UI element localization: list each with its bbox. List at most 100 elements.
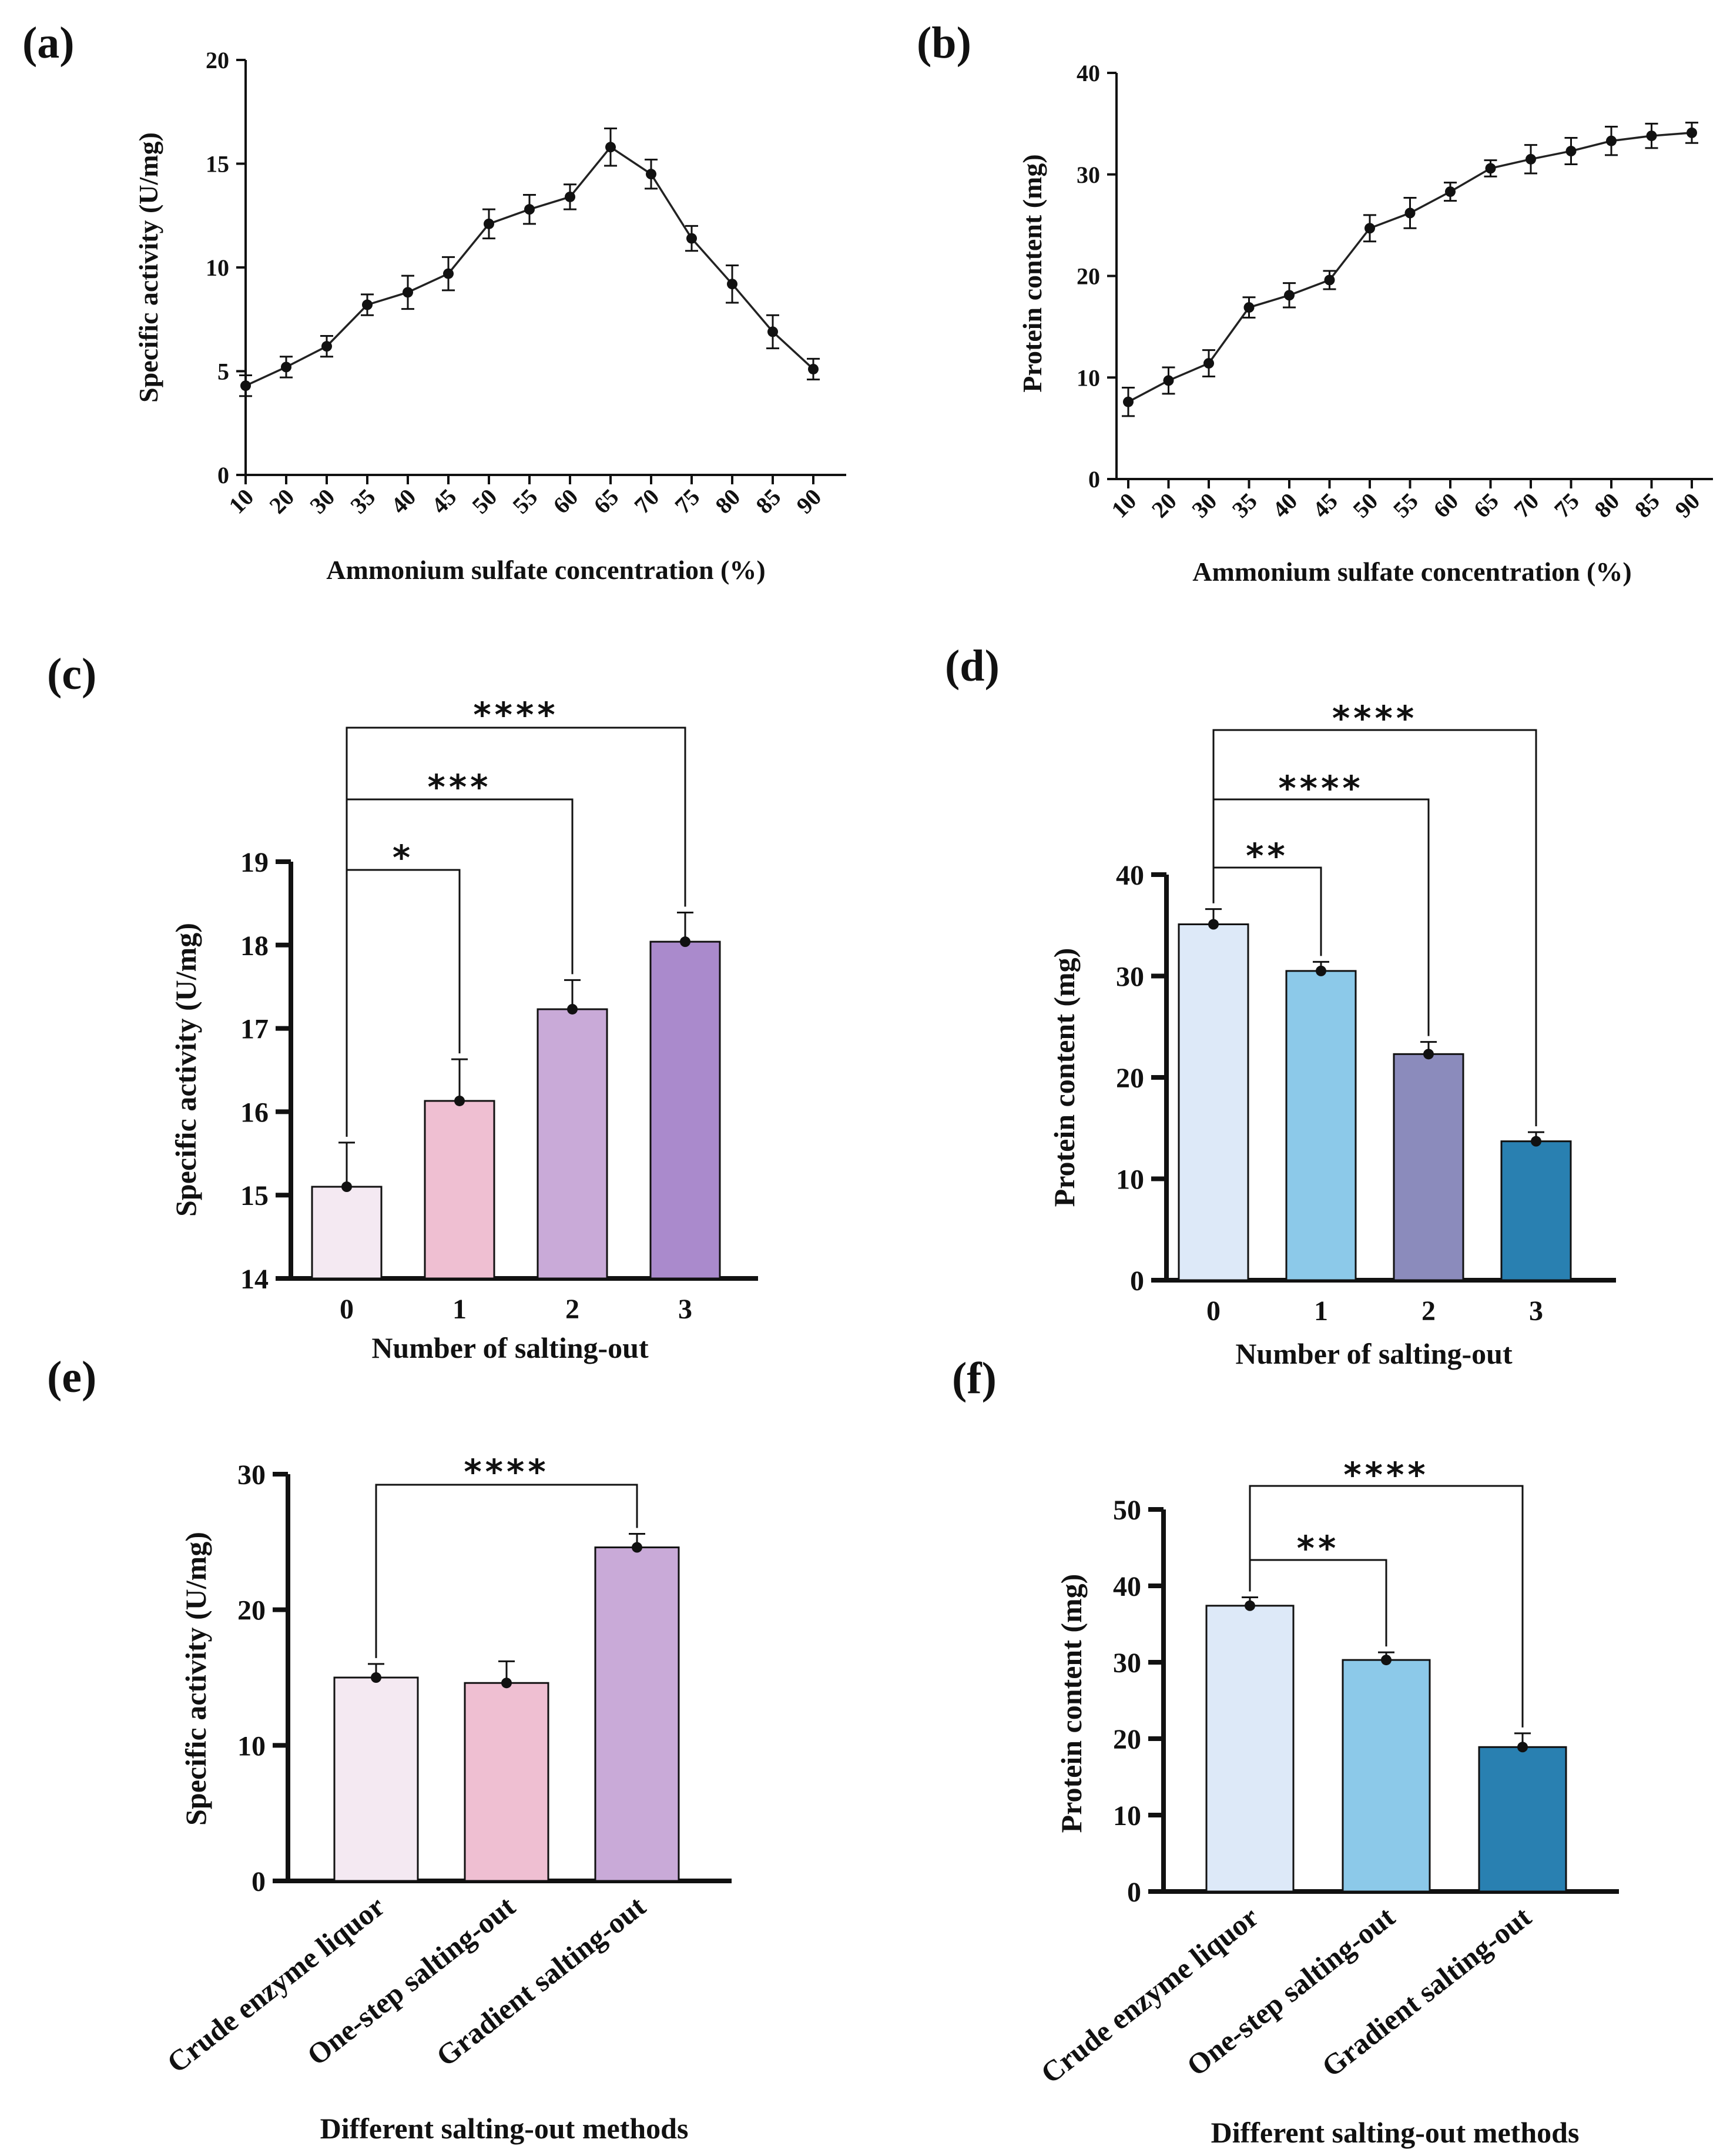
y-tick-label: 14 (240, 1264, 269, 1295)
y-axis-title: Protein content (mg) (1048, 948, 1081, 1207)
x-tick-label: 3 (1529, 1295, 1543, 1327)
data-point (454, 1095, 465, 1106)
y-tick-label: 10 (237, 1730, 266, 1762)
y-axis-title: Specific activity (U/mg) (133, 132, 163, 403)
bar (537, 1008, 608, 1280)
x-tick-label: 80 (710, 484, 745, 519)
x-tick-label: 3 (678, 1294, 692, 1325)
x-axis-title: Ammonium sulfate concentration (%) (1192, 557, 1631, 587)
data-point (1606, 135, 1617, 146)
data-point (1245, 1600, 1255, 1611)
y-tick-label: 15 (206, 151, 229, 178)
bar (1342, 1659, 1431, 1893)
data-point (443, 268, 454, 279)
x-tick-label: 85 (1630, 488, 1665, 523)
x-tick-label: 85 (750, 484, 786, 519)
x-tick-label: One-step salting-out (301, 1889, 521, 2071)
y-tick-label: 30 (1113, 1648, 1141, 1679)
x-axis-title: Number of salting-out (1235, 1337, 1513, 1370)
bar (1205, 1605, 1295, 1893)
y-tick-label: 18 (240, 930, 269, 962)
x-axis-title: Different salting-out methods (320, 2112, 689, 2145)
chart-e: 0 10 20 30 Different salting-out methods Spec… (161, 1452, 732, 2145)
x-tick-label: 40 (1267, 488, 1302, 523)
y-tick-label: 40 (1077, 60, 1100, 86)
data-point (680, 936, 690, 948)
y-tick-label: 10 (206, 255, 229, 281)
x-tick-label: 80 (1589, 488, 1624, 523)
data-point (808, 363, 819, 374)
data-point (632, 1542, 642, 1553)
x-tick-label: 70 (1508, 488, 1544, 523)
y-tick-label: 30 (1077, 162, 1100, 188)
data-point (1445, 186, 1456, 197)
significance-label: **** (1332, 698, 1417, 738)
data-point (1284, 290, 1295, 301)
x-tick-label: 35 (1227, 488, 1262, 523)
chart-b: 010 20 30 40 Ammonium sulfate concentration … (1017, 60, 1713, 587)
y-tick-label: 20 (237, 1595, 266, 1626)
x-tick-label: 35 (345, 484, 380, 519)
x-tick-label: 1 (452, 1294, 467, 1325)
x-axis-title: Number of salting-out (371, 1331, 649, 1364)
y-tick-label: 0 (1088, 466, 1100, 493)
x-tick-label: 10 (1106, 488, 1141, 523)
data-point (484, 218, 494, 229)
data-point (1517, 1742, 1528, 1753)
data-point (403, 287, 413, 298)
x-tick-label: 2 (565, 1294, 579, 1325)
significance-label: **** (1278, 768, 1363, 808)
x-tick-label: 0 (340, 1294, 354, 1325)
chart-c: 14 15 16 17 18 19 Number of salting-out Specifi… (169, 695, 758, 1364)
x-tick-label: Crude enzyme liquor (1035, 1900, 1265, 2090)
data-point (1404, 207, 1416, 219)
x-tick-label: 2 (1421, 1295, 1436, 1327)
data-point (646, 169, 656, 180)
x-tick-label: 90 (791, 484, 826, 519)
x-tick-label: 20 (264, 484, 299, 519)
data-point (371, 1672, 381, 1683)
data-point (1316, 965, 1326, 976)
y-tick-label: 10 (1113, 1800, 1141, 1832)
bar (594, 1546, 680, 1882)
x-tick-label: 55 (507, 484, 542, 519)
significance-bracket (346, 869, 461, 1137)
data-point (605, 142, 616, 153)
significance-label: **** (473, 695, 558, 735)
x-tick-label: 60 (548, 484, 583, 519)
significance-label: ** (1297, 1528, 1340, 1568)
significance-bracket (346, 727, 686, 1137)
bar (424, 1100, 495, 1280)
x-tick-label: 65 (588, 484, 623, 519)
data-point (727, 279, 737, 290)
data-point (1381, 1655, 1392, 1666)
significance-label: **** (464, 1452, 549, 1492)
y-tick-label: 40 (1113, 1571, 1141, 1602)
panel-label-b: (b) (917, 18, 971, 68)
significance-bracket (1249, 1485, 1524, 1728)
x-tick-label: Crude enzyme liquor (161, 1890, 391, 2080)
y-tick-label: 40 (1116, 860, 1144, 891)
y-tick-label: 19 (240, 847, 269, 878)
significance-label: * (393, 838, 414, 878)
data-point (1208, 919, 1219, 930)
x-tick-label: 50 (1347, 488, 1383, 523)
data-point (1687, 127, 1697, 138)
x-tick-label: 0 (1206, 1295, 1221, 1327)
y-tick-label: 16 (240, 1097, 269, 1128)
x-tick-label: 50 (467, 484, 502, 519)
x-tick-label: 30 (304, 484, 340, 519)
y-tick-label: 20 (206, 47, 229, 73)
y-tick-label: 20 (1077, 263, 1100, 290)
significance-label: *** (428, 767, 492, 807)
data-point (1163, 375, 1174, 386)
y-tick-label: 5 (217, 359, 229, 385)
panel-label-c: (c) (47, 650, 96, 699)
x-tick-label: 60 (1428, 488, 1463, 523)
y-tick-label: 20 (1113, 1724, 1141, 1755)
data-point (1646, 130, 1657, 142)
bar (464, 1682, 549, 1882)
x-tick-label: 30 (1186, 488, 1222, 523)
